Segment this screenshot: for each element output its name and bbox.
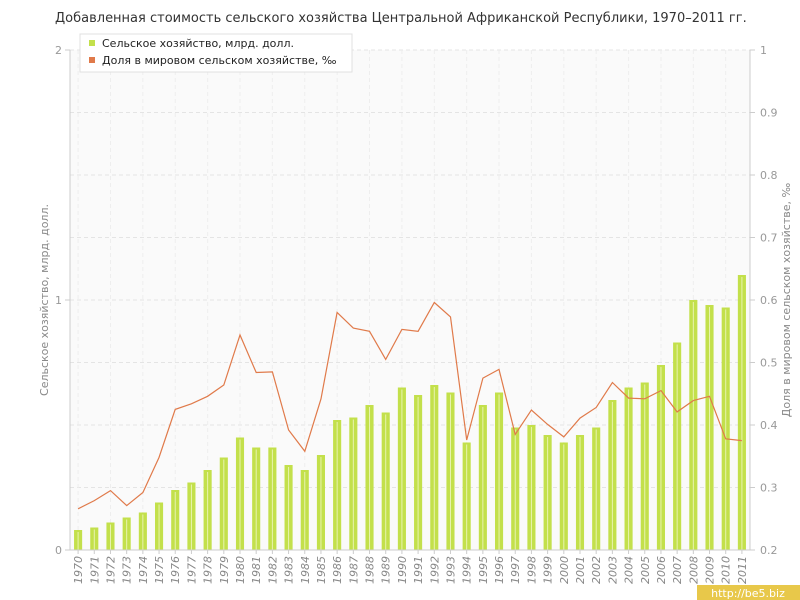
x-tick-label: 2003: [606, 556, 619, 584]
x-tick-label: 1995: [477, 556, 490, 584]
x-tick-label: 1996: [493, 556, 506, 584]
x-tick-label: 1977: [185, 556, 198, 584]
left-tick-label: 2: [55, 44, 62, 57]
x-tick-label: 1998: [525, 556, 538, 584]
legend-swatch-line: [89, 57, 95, 63]
x-tick-label: 1975: [153, 556, 166, 584]
x-tick-label: 2005: [639, 556, 652, 584]
right-axis-ticks: 0.2 0.3 0.4 0.5 0.6 0.7 0.8 0.9 1: [750, 44, 778, 557]
x-tick-label: 1976: [169, 556, 182, 584]
x-tick-label: 2010: [720, 556, 733, 584]
right-tick-label: 0.5: [760, 357, 778, 370]
right-tick-label: 0.2: [760, 544, 778, 557]
right-tick-label: 0.4: [760, 419, 778, 432]
x-tick-label: 2000: [558, 556, 571, 584]
left-axis-title: Сельское хозяйство, млрд. долл.: [38, 204, 51, 396]
x-tick-label: 1990: [396, 556, 409, 584]
share-line: [77, 301, 742, 510]
right-tick-label: 0.7: [760, 232, 778, 245]
x-tick-label: 1994: [461, 556, 474, 584]
x-tick-label: 1983: [283, 556, 296, 584]
left-axis-ticks: 0 1 2: [55, 44, 70, 557]
x-tick-label: 1984: [299, 556, 312, 584]
x-tick-label: 2007: [671, 556, 684, 584]
watermark: http://be5.biz: [697, 585, 800, 600]
x-tick-label: 1971: [88, 556, 101, 584]
right-axis-title: Доля в мировом сельском хозяйстве, ‰: [780, 183, 793, 418]
x-tick-label: 1987: [347, 556, 360, 584]
x-tick-label: 1986: [331, 556, 344, 584]
x-tick-label: 1974: [137, 556, 150, 584]
right-tick-label: 0.9: [760, 107, 778, 120]
x-tick-label: 2011: [736, 556, 749, 584]
legend-label-line: Доля в мировом сельском хозяйстве, ‰: [102, 54, 337, 67]
legend-label-bars: Сельское хозяйство, млрд. долл.: [102, 37, 294, 50]
x-tick-label: 2009: [704, 556, 717, 584]
watermark-text: http://be5.biz: [711, 587, 785, 600]
right-tick-label: 0.6: [760, 294, 778, 307]
x-tick-label: 1979: [218, 556, 231, 584]
x-tick-label: 1999: [542, 556, 555, 584]
legend-swatch-bars: [89, 40, 95, 46]
right-tick-label: 0.3: [760, 482, 778, 495]
legend: Сельское хозяйство, млрд. долл. Доля в м…: [79, 33, 353, 73]
x-tick-label: 1991: [412, 556, 425, 584]
x-tick-label: 1993: [444, 556, 457, 584]
chart-title: Добавленная стоимость сельского хозяйств…: [55, 11, 747, 26]
x-tick-label: 1988: [364, 556, 377, 584]
x-tick-label: 1973: [121, 556, 134, 584]
x-axis-ticks: 1970 1971 1972 1973 1974 1975 1976 1977 1978 1979…: [72, 550, 749, 584]
x-tick-label: 2002: [590, 556, 603, 584]
x-tick-label: 2006: [655, 556, 668, 584]
watermark-bg: [697, 585, 800, 600]
x-tick-label: 2001: [574, 556, 587, 584]
left-tick-label: 1: [55, 294, 62, 307]
left-tick-label: 0: [55, 544, 62, 557]
x-tick-label: 1982: [266, 556, 279, 584]
right-tick-label: 0.8: [760, 169, 778, 182]
x-tick-label: 2004: [623, 556, 636, 584]
legend-box: [79, 33, 353, 73]
bars: [74, 275, 746, 550]
x-tick-label: 1985: [315, 556, 328, 584]
x-tick-label: 1992: [428, 556, 441, 584]
x-tick-label: 2008: [687, 556, 700, 584]
x-tick-label: 1970: [72, 556, 85, 584]
x-tick-label: 1972: [104, 556, 117, 584]
x-tick-label: 1981: [250, 556, 263, 584]
x-tick-label: 1997: [509, 556, 522, 584]
x-tick-label: 1989: [380, 556, 393, 584]
x-tick-label: 1978: [202, 556, 215, 584]
right-tick-label: 1: [760, 44, 767, 57]
x-tick-label: 1980: [234, 556, 247, 584]
